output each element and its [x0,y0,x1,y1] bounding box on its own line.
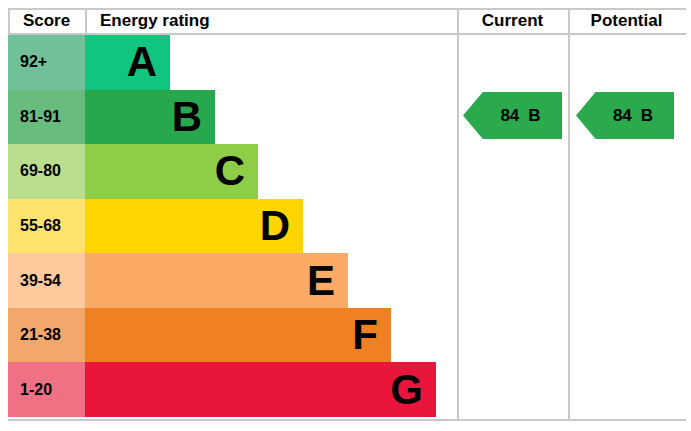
grid-line-score-divider [85,8,87,35]
score-column-header: Score [8,8,85,33]
band-bar-g: G [85,362,436,417]
score-range: 92+ [8,35,85,90]
band-letter: A [127,41,157,83]
band-letter: E [307,260,335,302]
band-letter: B [172,96,202,138]
band-row-a: 92+ A [8,35,683,90]
potential-rating-score: 84 [613,106,632,126]
current-column-header: Current [457,8,568,33]
score-range: 81-91 [8,90,85,145]
grid-line-bottom [8,419,686,421]
band-bar-a: A [85,35,170,90]
band-row-g: 1-20 G [8,362,683,417]
band-row-f: 21-38 F [8,308,683,363]
score-range: 1-20 [8,362,85,417]
band-letter: F [352,314,378,356]
band-letter: C [215,150,245,192]
current-rating-band: B [528,106,540,126]
band-rows: 92+ A 81-91 B 69-80 C 55-68 D 39-54 E 21… [8,35,683,417]
epc-rating-chart: Score Energy rating Current Potential 92… [0,0,691,431]
band-row-d: 55-68 D [8,199,683,254]
potential-rating-band: B [641,106,653,126]
band-letter: D [260,205,290,247]
current-rating-arrow: 84 B [463,92,562,139]
score-range: 69-80 [8,144,85,199]
score-range: 55-68 [8,199,85,254]
score-range: 39-54 [8,253,85,308]
energy-rating-column-header: Energy rating [100,8,210,33]
band-row-c: 69-80 C [8,144,683,199]
potential-column-header: Potential [568,8,685,33]
band-letter: G [390,369,423,411]
band-bar-c: C [85,144,258,199]
current-rating-score: 84 [500,106,519,126]
band-bar-e: E [85,253,348,308]
potential-rating-arrow: 84 B [576,92,674,139]
band-bar-f: F [85,308,391,363]
band-row-e: 39-54 E [8,253,683,308]
score-range: 21-38 [8,308,85,363]
band-bar-b: B [85,90,215,145]
band-bar-d: D [85,199,303,254]
